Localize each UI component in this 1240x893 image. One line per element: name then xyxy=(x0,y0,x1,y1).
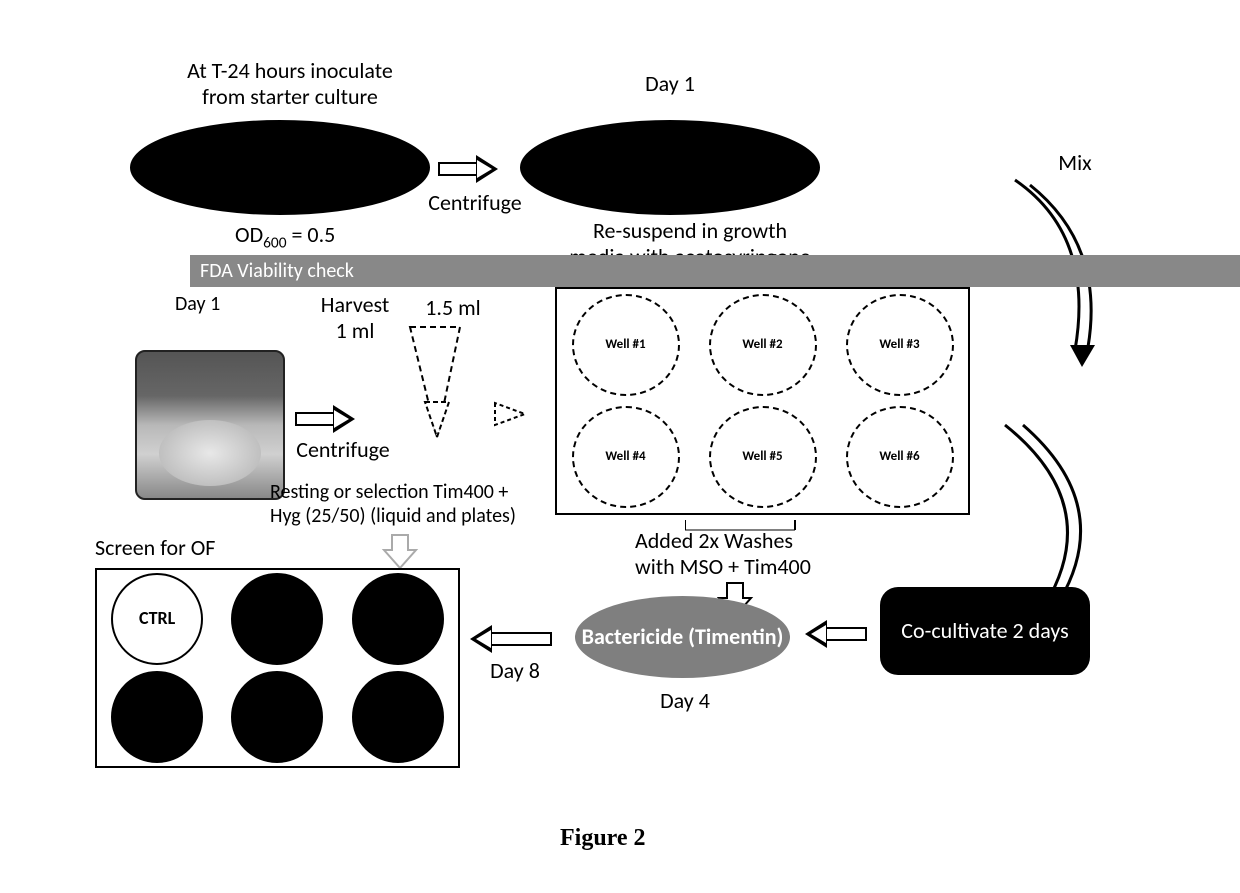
well-3: Well #3 xyxy=(846,294,954,396)
arrow-centrifuge-1 xyxy=(438,155,498,183)
culture-ellipse-2 xyxy=(520,120,820,215)
flask-icon xyxy=(135,350,285,500)
cocultivate-box: Co-cultivate 2 days xyxy=(880,587,1090,675)
bactericide-ellipse: Bactericide (Timentin) xyxy=(575,596,790,678)
screen-title: Screen for OF xyxy=(95,535,255,561)
od-sub: 600 xyxy=(263,233,286,252)
centrifuge-label-1: Centrifuge xyxy=(415,190,535,216)
selection-label: Resting or selection Tim400 + Hyg (25/50… xyxy=(270,480,590,528)
arrow-selection-down xyxy=(380,532,420,572)
harvest-label: Harvest 1 ml xyxy=(305,292,405,345)
centrifuge-label-2: Centrifuge xyxy=(283,437,403,463)
figure-caption: Figure 2 xyxy=(560,825,646,852)
well-screen-6 xyxy=(352,671,444,763)
fda-viability-box: FDA Viability check xyxy=(190,255,1240,287)
six-well-plate-upper: Well #1 Well #2 Well #3 Well #4 Well #5 … xyxy=(555,287,970,515)
washes-label: Added 2x Washes with MSO + Tim400 xyxy=(635,528,865,581)
arrow-to-bactericide xyxy=(805,620,867,648)
day8-label: Day 8 xyxy=(475,658,555,684)
mix-label: Mix xyxy=(1035,150,1115,176)
washes-tick xyxy=(685,515,805,535)
od-prefix: OD xyxy=(235,221,263,248)
well-screen-5 xyxy=(231,671,323,763)
od-label: OD600 = 0.5 xyxy=(235,221,335,252)
arrow-to-screen xyxy=(470,625,552,653)
well-5: Well #5 xyxy=(709,406,817,508)
tube-volume-label: 1.5 ml xyxy=(413,295,493,321)
day1-top-label: Day 1 xyxy=(610,71,730,97)
well-6: Well #6 xyxy=(846,406,954,508)
microtube-icon xyxy=(395,322,475,462)
well-ctrl: CTRL xyxy=(111,573,203,665)
arrow-centrifuge-2 xyxy=(295,405,355,433)
well-screen-4 xyxy=(111,671,203,763)
well-screen-2 xyxy=(231,573,323,665)
six-well-plate-screen: CTRL xyxy=(95,568,460,768)
inoculate-label: At T-24 hours inoculate from starter cul… xyxy=(140,58,440,111)
day1-flask-label: Day 1 xyxy=(175,292,245,316)
arrow-to-plate xyxy=(490,395,540,435)
well-screen-3 xyxy=(352,573,444,665)
well-1: Well #1 xyxy=(572,294,680,396)
well-2: Well #2 xyxy=(709,294,817,396)
od-val: = 0.5 xyxy=(287,221,336,248)
culture-ellipse-1 xyxy=(130,120,430,215)
day4-label: Day 4 xyxy=(645,688,725,714)
